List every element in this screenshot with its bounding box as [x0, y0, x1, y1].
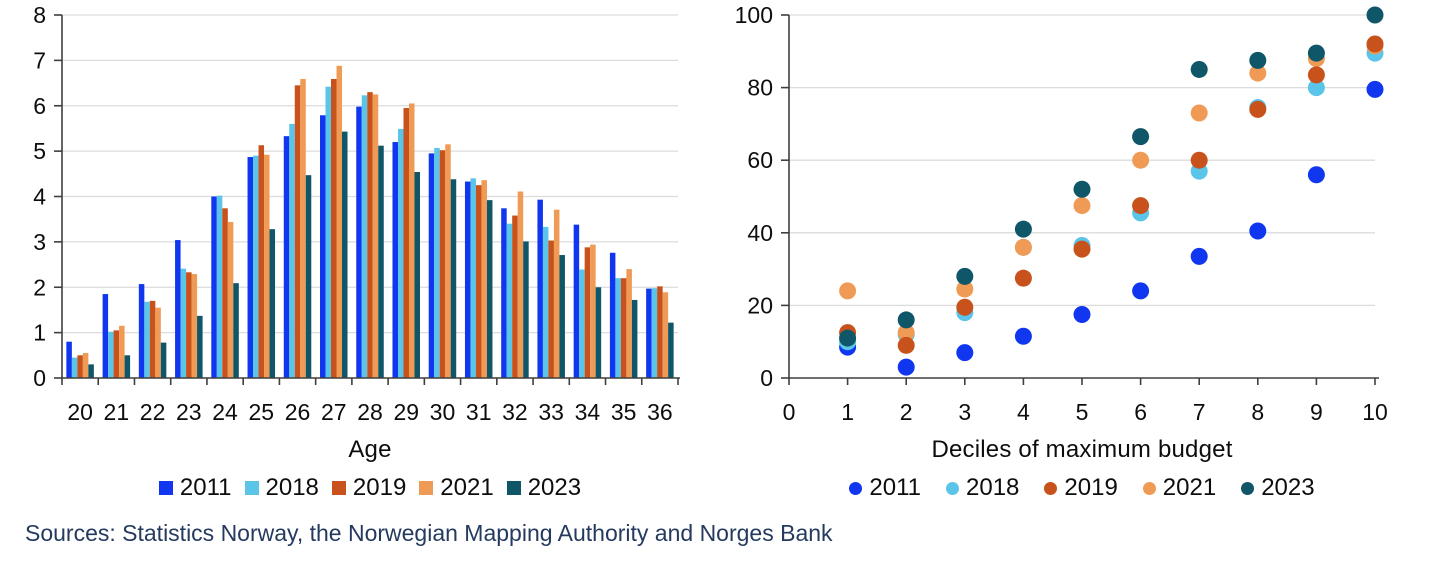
svg-text:31: 31 — [466, 399, 492, 425]
legend-swatch-icon — [849, 481, 863, 495]
svg-text:0: 0 — [760, 365, 773, 391]
legend-item-2011: 2011 — [849, 474, 921, 502]
svg-text:29: 29 — [393, 399, 419, 425]
svg-text:100: 100 — [735, 2, 773, 28]
sources-note: Sources: Statistics Norway, the Norwegia… — [25, 520, 833, 546]
svg-text:6: 6 — [33, 93, 46, 119]
svg-text:26: 26 — [285, 399, 311, 425]
legend-item-2021: 2021 — [1142, 474, 1217, 502]
y-axis-labels: 0 20 40 60 80 100 — [735, 2, 773, 391]
svg-text:80: 80 — [747, 75, 773, 101]
scatter-chart-legend: 2011 2018 2019 2021 2023 — [789, 474, 1375, 502]
legend-swatch-icon — [1044, 481, 1058, 495]
svg-text:23: 23 — [176, 399, 202, 425]
legend-swatch-icon — [331, 481, 346, 495]
svg-text:7: 7 — [1193, 399, 1206, 425]
legend-swatch-icon — [419, 481, 434, 495]
svg-text:35: 35 — [611, 399, 637, 425]
svg-text:25: 25 — [248, 399, 274, 425]
legend-label: 2021 — [440, 474, 494, 501]
svg-text:33: 33 — [538, 399, 564, 425]
svg-text:2: 2 — [33, 274, 46, 300]
x-axis-labels: 0 1 2 3 4 5 6 7 8 9 10 — [783, 399, 1388, 425]
legend-label: 2019 — [352, 474, 407, 501]
axes — [54, 14, 680, 385]
svg-text:22: 22 — [140, 399, 166, 425]
legend-item-2021: 2021 — [419, 474, 494, 502]
legend-item-2023: 2023 — [506, 474, 582, 502]
svg-text:1: 1 — [841, 399, 854, 425]
legend-swatch-icon — [158, 481, 173, 495]
svg-text:3: 3 — [958, 399, 971, 425]
svg-text:34: 34 — [575, 399, 601, 425]
svg-text:2: 2 — [900, 399, 913, 425]
legend-item-2011: 2011 — [158, 474, 232, 502]
legend-label: 2019 — [1064, 474, 1118, 501]
legend-label: 2023 — [1261, 474, 1315, 501]
svg-text:30: 30 — [430, 399, 456, 425]
svg-text:6: 6 — [1134, 399, 1147, 425]
gridlines — [789, 14, 1375, 307]
svg-text:32: 32 — [502, 399, 528, 425]
legend-item-2019: 2019 — [331, 474, 407, 502]
svg-text:9: 9 — [1310, 399, 1323, 425]
legend-swatch-icon — [506, 481, 521, 495]
y-axis-labels: 0 1 2 3 4 5 6 7 8 — [33, 2, 46, 391]
svg-text:4: 4 — [1017, 399, 1030, 425]
legend-swatch-icon — [1241, 481, 1255, 495]
svg-text:28: 28 — [357, 399, 383, 425]
legend-item-2023: 2023 — [1241, 474, 1315, 502]
legend-label: 2021 — [1162, 474, 1217, 501]
scatter-chart: 0 20 40 60 80 100 0 1 2 3 4 5 6 7 8 9 10 — [735, 2, 1388, 425]
legend-label: 2018 — [966, 474, 1020, 501]
svg-text:1: 1 — [33, 320, 46, 346]
legend-label: 2011 — [179, 474, 232, 501]
svg-text:20: 20 — [747, 292, 773, 318]
svg-text:40: 40 — [747, 220, 773, 246]
svg-text:24: 24 — [212, 399, 238, 425]
svg-text:7: 7 — [33, 47, 46, 73]
legend-item-2018: 2018 — [244, 474, 319, 502]
bar-series — [66, 65, 674, 379]
svg-text:5: 5 — [33, 138, 46, 164]
svg-text:5: 5 — [1076, 399, 1089, 425]
legend-item-2019: 2019 — [1044, 474, 1118, 502]
legend-label: 2011 — [869, 474, 922, 501]
svg-text:20: 20 — [67, 399, 93, 425]
legend-label: 2018 — [265, 474, 319, 501]
svg-text:8: 8 — [1251, 399, 1264, 425]
svg-text:10: 10 — [1362, 399, 1388, 425]
bar-chart-legend: 2011 2018 2019 2021 2023 — [62, 474, 678, 502]
svg-text:0: 0 — [783, 399, 796, 425]
legend-label: 2023 — [527, 474, 582, 501]
svg-text:60: 60 — [747, 147, 773, 173]
svg-text:36: 36 — [647, 399, 673, 425]
legend-item-2018: 2018 — [946, 474, 1019, 502]
scatter-chart-xlabel: Deciles of maximum budget — [931, 436, 1233, 463]
svg-text:4: 4 — [33, 184, 46, 210]
legend-swatch-icon — [244, 481, 259, 495]
svg-text:27: 27 — [321, 399, 347, 425]
legend-swatch-icon — [946, 481, 960, 495]
legend-swatch-icon — [1142, 481, 1156, 495]
svg-text:8: 8 — [33, 2, 46, 28]
axes — [781, 14, 1379, 385]
svg-text:21: 21 — [104, 399, 130, 425]
svg-text:3: 3 — [33, 229, 46, 255]
svg-text:0: 0 — [33, 365, 46, 391]
bar-chart-xlabel: Age — [348, 436, 392, 463]
x-axis-labels: 20 21 22 23 24 25 26 27 28 29 30 31 32 33 34 35 36 — [67, 399, 672, 425]
scatter-series — [839, 6, 1384, 376]
